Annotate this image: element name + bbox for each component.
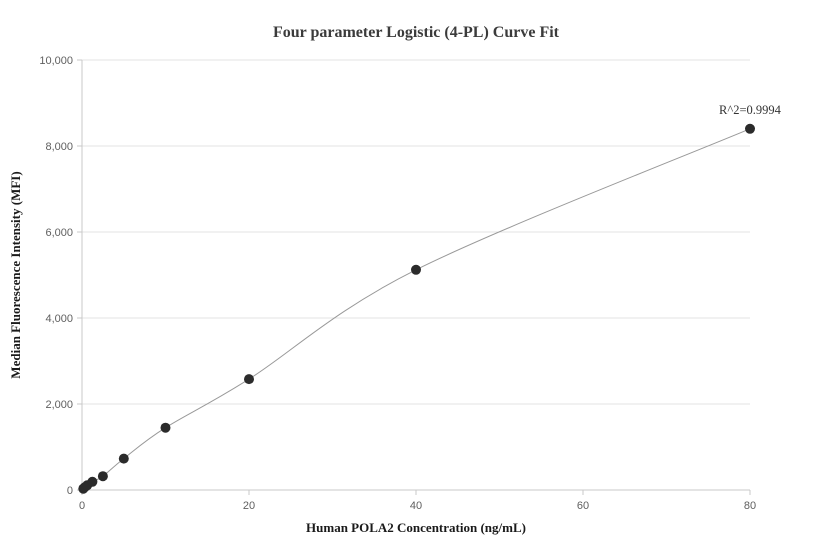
x-tick-label: 0 — [79, 500, 85, 512]
data-point — [745, 123, 755, 134]
x-tick-label: 80 — [744, 500, 756, 512]
y-tick-label: 10,000 — [39, 55, 73, 67]
y-tick-label: 2,000 — [45, 399, 73, 411]
x-tick-label: 20 — [243, 500, 255, 512]
data-point — [118, 453, 129, 464]
data-point — [244, 374, 254, 385]
data-point — [160, 422, 171, 433]
fit-curve-line — [82, 128, 751, 490]
r-squared-annotation: R^2=0.9994 — [719, 103, 782, 117]
chart-title: Four parameter Logistic (4-PL) Curve Fit — [272, 24, 559, 41]
data-point — [411, 264, 421, 275]
y-axis-label: Median Fluorescence Intensity (MFI) — [8, 171, 23, 378]
y-tick-label: 4,000 — [45, 313, 73, 325]
y-tick-label: 0 — [67, 485, 73, 497]
y-tick-label: 6,000 — [45, 227, 73, 239]
x-tick-label: 40 — [410, 500, 422, 512]
data-point — [97, 471, 108, 482]
x-axis-label: Human POLA2 Concentration (ng/mL) — [306, 520, 526, 535]
data-point — [87, 476, 98, 487]
x-tick-label: 60 — [577, 500, 589, 512]
y-tick-label: 8,000 — [45, 141, 73, 153]
